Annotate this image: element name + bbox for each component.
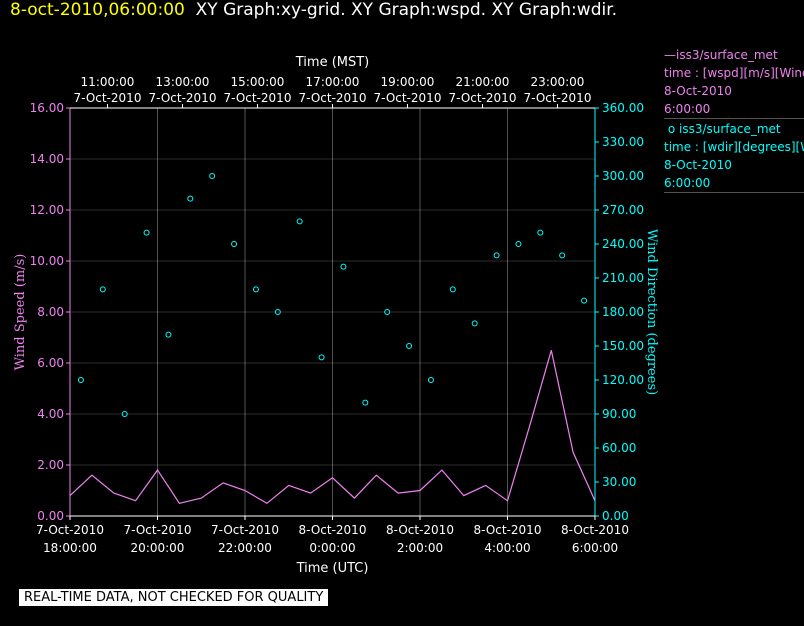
top-tick-time: 21:00:00 (456, 75, 510, 89)
axes: 0.00 2.00 4.00 6.00 8.00 10.00 12.00 14.00 16.00… (30, 75, 644, 555)
right-tick-label: 60.00 (602, 441, 636, 455)
top-tick-date: 7-Oct-2010 (149, 91, 217, 105)
legend-wdir-time: 6:00:00 (664, 176, 711, 190)
right-tick-label: 180.00 (602, 305, 644, 319)
bottom-tick-date: 8-Oct-2010 (561, 523, 629, 537)
top-axis-label: Time (MST) (295, 55, 370, 70)
left-tick-label: 4.00 (37, 407, 64, 421)
wdir-point (165, 331, 172, 338)
top-tick-time: 13:00:00 (156, 75, 210, 89)
wdir-point (559, 252, 566, 259)
left-tick-label: 0.00 (37, 509, 64, 523)
wdir-point (537, 229, 544, 236)
wdir-point (471, 320, 478, 327)
left-tick-label: 6.00 (37, 356, 64, 370)
right-tick-label: 240.00 (602, 237, 644, 251)
bottom-tick-time: 6:00:00 (572, 541, 618, 555)
bottom-tick-date: 7-Oct-2010 (124, 523, 192, 537)
top-tick-date: 7-Oct-2010 (374, 91, 442, 105)
right-tick-label: 210.00 (602, 271, 644, 285)
right-axis-label: Wind Direction (degrees) (644, 229, 659, 395)
wdir-point (427, 377, 434, 383)
left-tick-label: 10.00 (30, 254, 64, 268)
left-axis-label: Wind Speed (m/s) (13, 254, 28, 371)
right-tick-label: 30.00 (602, 475, 636, 489)
wdir-point (515, 241, 522, 247)
title-graphs: XY Graph:xy-grid. XY Graph:wspd. XY Grap… (195, 0, 618, 20)
bottom-tick-time: 4:00:00 (484, 541, 530, 555)
wspd-line (69, 350, 596, 505)
legend-wdir-date: 8-Oct-2010 (664, 158, 732, 172)
title-date: 8-oct-2010,06:00:00 (10, 0, 185, 20)
bottom-tick-date: 8-Oct-2010 (474, 523, 542, 537)
bottom-tick-time: 22:00:00 (218, 541, 272, 555)
top-tick-time: 15:00:00 (231, 75, 285, 89)
legend-wspd-var: time : [wspd][m/s][Wind (664, 66, 804, 80)
legend-wdir-var: time : [wdir][degrees][W (664, 140, 804, 154)
left-tick-label: 14.00 (30, 152, 64, 166)
bottom-tick-time: 2:00:00 (397, 541, 443, 555)
qc-notice: REAL-TIME DATA, NOT CHECKED FOR QUALITY (19, 589, 329, 606)
page-title: 8-oct-2010,06:00:00 XY Graph:xy-grid. XY… (10, 0, 617, 20)
right-tick-label: 360.00 (602, 101, 644, 115)
wdir-point (449, 286, 456, 293)
wdir-point (231, 241, 238, 247)
right-tick-label: 0.00 (602, 509, 629, 523)
wdir-point (384, 309, 391, 315)
top-tick-time: 11:00:00 (81, 75, 135, 89)
wspd-series (69, 350, 596, 505)
top-tick-date: 7-Oct-2010 (299, 91, 367, 105)
top-tick-time: 23:00:00 (531, 75, 585, 89)
top-tick-date: 7-Oct-2010 (224, 91, 292, 105)
wdir-point (99, 286, 106, 293)
bottom-tick-date: 7-Oct-2010 (36, 523, 104, 537)
wdir-point (187, 195, 194, 202)
legend-wdir[interactable]: o iss3/surface_met time : [wdir][degrees… (664, 120, 804, 193)
wdir-point (209, 173, 216, 179)
left-tick-label: 16.00 (30, 101, 64, 115)
wdir-point (340, 263, 347, 270)
bottom-tick-date: 8-Oct-2010 (386, 523, 454, 537)
legend-wspd-time: 6:00:00 (664, 102, 711, 116)
wdir-point (121, 411, 128, 417)
legend-wspd-date: 8-Oct-2010 (664, 84, 732, 98)
right-tick-label: 120.00 (602, 373, 644, 387)
wdir-series (77, 173, 588, 417)
wdir-point (296, 218, 303, 225)
right-tick-label: 270.00 (602, 203, 644, 217)
bottom-axis-label: Time (UTC) (296, 561, 369, 576)
wdir-point (318, 354, 325, 361)
bottom-tick-date: 8-Oct-2010 (299, 523, 367, 537)
right-tick-label: 300.00 (602, 169, 644, 183)
bottom-tick-time: 20:00:00 (131, 541, 185, 555)
top-tick-time: 17:00:00 (306, 75, 360, 89)
left-tick-label: 2.00 (37, 458, 64, 472)
wdir-point (581, 297, 588, 304)
right-tick-label: 330.00 (602, 135, 644, 149)
wdir-point (143, 229, 150, 236)
legend-wspd-name: —iss3/surface_met (664, 48, 778, 62)
right-tick-label: 150.00 (602, 339, 644, 353)
bottom-tick-time: 18:00:00 (43, 541, 97, 555)
top-tick-date: 7-Oct-2010 (524, 91, 592, 105)
top-tick-date: 7-Oct-2010 (74, 91, 142, 105)
left-tick-label: 12.00 (30, 203, 64, 217)
bottom-tick-date: 7-Oct-2010 (211, 523, 279, 537)
right-tick-label: 90.00 (602, 407, 636, 421)
left-tick-label: 8.00 (37, 305, 64, 319)
wdir-point (274, 309, 281, 315)
legend-wspd[interactable]: —iss3/surface_met time : [wspd][m/s][Win… (664, 46, 804, 119)
wdir-point (77, 377, 84, 383)
legend-wdir-name: o iss3/surface_met (664, 122, 781, 136)
wdir-point (252, 286, 259, 293)
wdir-point (406, 343, 413, 349)
top-tick-date: 7-Oct-2010 (449, 91, 517, 105)
top-tick-time: 19:00:00 (381, 75, 435, 89)
wdir-point (362, 399, 369, 406)
bottom-tick-time: 0:00:00 (309, 541, 355, 555)
wdir-point (493, 252, 500, 259)
